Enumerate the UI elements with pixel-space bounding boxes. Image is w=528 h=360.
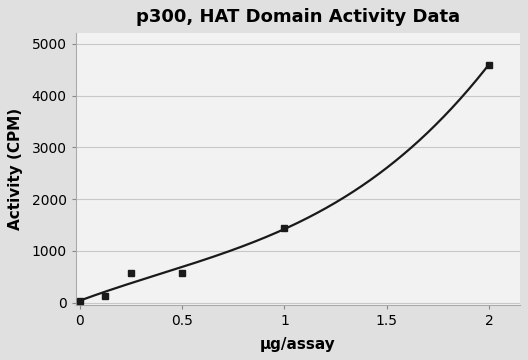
Y-axis label: Activity (CPM): Activity (CPM) [8, 108, 23, 230]
X-axis label: μg/assay: μg/assay [260, 337, 336, 352]
Title: p300, HAT Domain Activity Data: p300, HAT Domain Activity Data [136, 8, 460, 26]
